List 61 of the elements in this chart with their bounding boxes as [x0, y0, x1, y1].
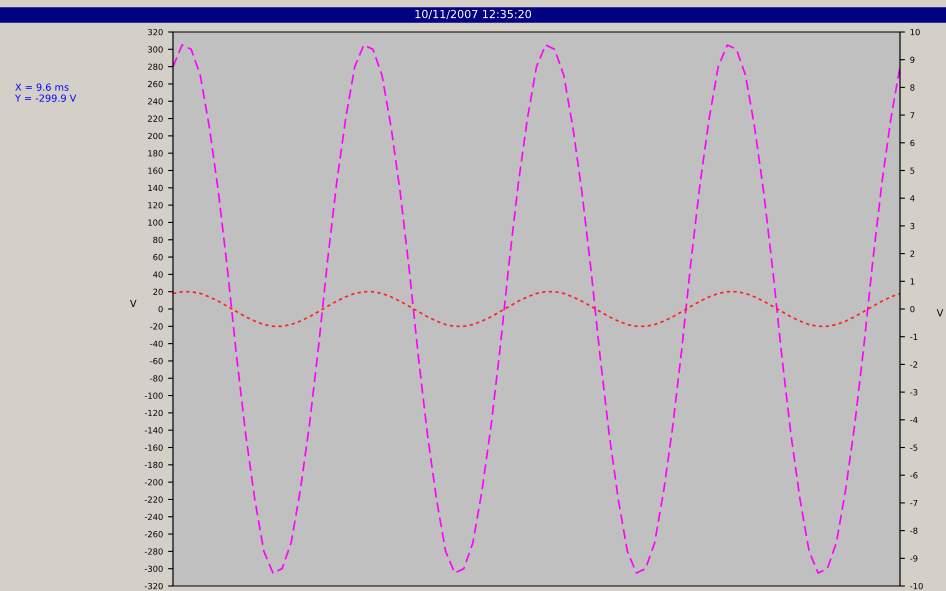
y-tick-label: 20 [153, 288, 163, 295]
y-tick-label: -240 [144, 514, 163, 520]
y2-tick-label: 10 [910, 28, 920, 36]
y-tick-label: 300 [148, 46, 163, 53]
text: X = 9.6 ms [15, 83, 69, 91]
text: Y = -299.9 V [14, 94, 76, 102]
y2-tick-label: 2 [910, 250, 914, 257]
y-tick-label: -60 [150, 358, 163, 364]
y-tick-label: 60 [153, 254, 163, 260]
y-tick-label: -280 [144, 548, 163, 555]
y-tick-label: 260 [148, 80, 163, 88]
y-tick-label: 80 [153, 236, 163, 244]
y-tick-label: 280 [148, 64, 163, 70]
y2-tick-label: 1 [910, 278, 914, 284]
y-tick-label: 320 [148, 28, 163, 36]
y2-tick-label: 6 [910, 140, 914, 146]
y-tick-label: -20 [150, 323, 163, 330]
y2-tick-label: -6 [910, 472, 918, 478]
y-tick-label: 100 [148, 219, 163, 226]
y-tick-label: -160 [144, 444, 163, 451]
line-series [173, 44, 900, 574]
y2-tick-label: -1 [910, 334, 918, 340]
y2-tick-label: 5 [910, 168, 914, 174]
y2-tick-label: -9 [910, 555, 918, 562]
y2-tick-label: -5 [910, 444, 918, 451]
y-tick-label: -180 [144, 462, 163, 468]
y-tick-label: 140 [148, 184, 163, 192]
y2-tick-label: -8 [910, 528, 918, 534]
y-tick-label: 200 [148, 132, 163, 140]
y-tick-label: -40 [150, 340, 163, 347]
y-tick-label: 40 [153, 271, 163, 278]
y-tick-label: -220 [144, 496, 163, 503]
y2-tick-label: -4 [910, 416, 918, 423]
y-axis-title: V [130, 300, 136, 307]
y-tick-label: 0 [158, 306, 163, 312]
y-tick-label: -140 [144, 427, 163, 434]
line-series [173, 290, 900, 328]
y-tick-label: -100 [144, 392, 163, 399]
y2-tick-label: 4 [910, 195, 915, 202]
y-tick-label: 160 [148, 167, 163, 174]
y-tick-label: 240 [148, 98, 163, 105]
y2-tick-label: 9 [910, 56, 914, 63]
y-tick-label: -260 [144, 531, 163, 538]
y-tick-label: -80 [150, 375, 163, 382]
y-tick-label: -200 [144, 479, 163, 486]
y-tick-label: -120 [144, 410, 163, 416]
y2-tick-label: -7 [910, 500, 918, 506]
y-tick-label: 120 [148, 202, 163, 208]
y2-tick-label: -2 [910, 361, 918, 368]
chart-title: 10/11/2007 12:35:20 [415, 10, 531, 20]
y-tick-label: 220 [148, 116, 163, 122]
y2-tick-label: 0 [910, 306, 914, 312]
y-tick-label: -320 [144, 582, 163, 590]
y2-tick-label: -3 [910, 389, 918, 396]
y2-tick-label: -10 [910, 582, 923, 590]
y2-tick-label: 8 [910, 84, 914, 91]
y-tick-label: -300 [144, 566, 163, 572]
y-tick-label: 180 [148, 150, 163, 156]
y2-axis-title: V [936, 309, 944, 316]
y2-tick-label: 7 [910, 112, 914, 118]
y2-tick-label: 3 [910, 222, 914, 230]
